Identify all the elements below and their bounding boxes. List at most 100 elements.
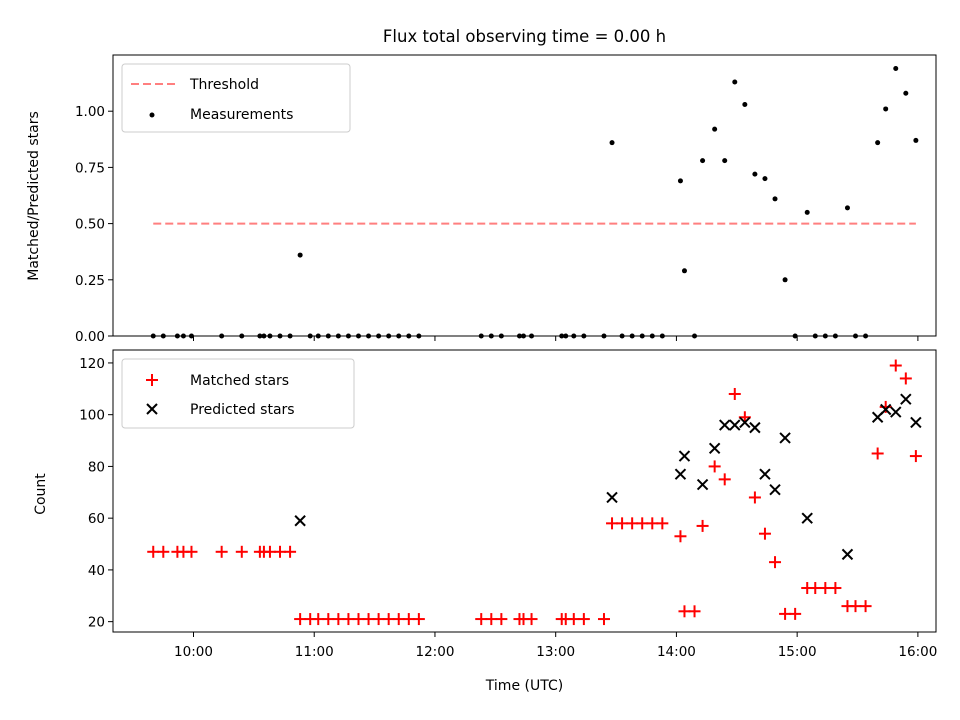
matched-star-point bbox=[909, 450, 922, 463]
bottom-y-tick-label: 120 bbox=[79, 356, 105, 372]
predicted-star-point bbox=[890, 406, 902, 418]
matched-star-point bbox=[626, 517, 639, 530]
matched-star-point bbox=[392, 613, 405, 626]
matched-star-point bbox=[809, 582, 822, 595]
predicted-star-point bbox=[678, 450, 691, 462]
top-y-axis-label: Matched/Predicted stars bbox=[26, 111, 42, 281]
top-y-tick-label: 0.50 bbox=[75, 217, 105, 233]
matched-star-point bbox=[402, 613, 415, 626]
measurement-point bbox=[804, 209, 810, 215]
predicted-star-point bbox=[900, 393, 912, 405]
predicted-star-point bbox=[769, 483, 781, 496]
bottom-y-tick-label: 80 bbox=[88, 459, 105, 475]
measurement-point bbox=[903, 90, 909, 96]
measurement-point bbox=[609, 140, 615, 146]
measurements-legend-swatch bbox=[149, 112, 155, 118]
predicted-star-point bbox=[294, 515, 306, 527]
matched-star-point bbox=[789, 607, 802, 620]
x-axis-label: Time (UTC) bbox=[485, 678, 563, 694]
top-legend: Threshold Measurements bbox=[121, 63, 351, 133]
matched-star-point bbox=[889, 359, 902, 372]
x-tick-label: 10:00 bbox=[174, 644, 213, 660]
measurement-point bbox=[752, 171, 758, 177]
x-tick-label: 13:00 bbox=[536, 644, 575, 660]
measurement-point bbox=[844, 205, 850, 211]
predicted-star-point bbox=[759, 468, 771, 480]
matched-star-point bbox=[362, 613, 375, 626]
matched-star-point bbox=[819, 582, 832, 595]
bottom-y-axis-label: Count bbox=[33, 473, 49, 515]
matched-star-point bbox=[157, 545, 170, 558]
matched-star-point bbox=[412, 613, 425, 626]
measurement-point bbox=[677, 178, 683, 184]
predicted-star-point bbox=[708, 442, 721, 455]
matched-star-point bbox=[263, 545, 276, 558]
measurement-point bbox=[913, 137, 919, 143]
matched-star-point bbox=[485, 613, 498, 626]
measurements-legend-label: Measurements bbox=[190, 107, 293, 123]
predicted-star-point bbox=[749, 421, 761, 434]
measurement-point bbox=[883, 106, 889, 112]
matched-star-point bbox=[636, 517, 649, 530]
bottom-legend-box bbox=[121, 358, 355, 429]
measurement-point bbox=[732, 79, 738, 85]
predicted-star-point bbox=[739, 416, 751, 429]
matched-star-point bbox=[616, 517, 629, 530]
bottom-y-tick-label: 60 bbox=[88, 511, 105, 527]
matched-star-point bbox=[849, 600, 862, 613]
matched-star-point bbox=[779, 607, 792, 620]
matched-star-point bbox=[859, 600, 872, 613]
matched-star-point bbox=[274, 545, 287, 558]
measurement-point bbox=[681, 268, 687, 274]
threshold-legend-label: Threshold bbox=[189, 77, 259, 93]
predicted-star-point bbox=[841, 548, 854, 561]
matched-star-point bbox=[577, 613, 590, 626]
predicted-star-point bbox=[696, 478, 709, 491]
matched-star-point bbox=[696, 519, 709, 532]
top-chart-title: Flux total observing time = 0.00 h bbox=[383, 27, 666, 46]
predicted-star-point bbox=[801, 512, 813, 524]
matched-star-point bbox=[748, 491, 761, 504]
measurement-point bbox=[297, 252, 303, 258]
top-y-tick-label: 0.00 bbox=[75, 329, 105, 345]
measurement-point bbox=[782, 277, 788, 283]
measurement-point bbox=[772, 196, 778, 202]
matched-star-point bbox=[322, 613, 335, 626]
top-y-tick-label: 0.75 bbox=[75, 160, 105, 176]
matched-star-point bbox=[235, 545, 248, 558]
top-legend-box bbox=[121, 63, 351, 133]
x-tick-label: 16:00 bbox=[898, 644, 937, 660]
top-y-tick-label: 0.25 bbox=[75, 273, 105, 289]
matched-star-point bbox=[475, 613, 488, 626]
measurement-point bbox=[700, 158, 706, 164]
matched-star-point bbox=[284, 545, 297, 558]
matched-star-point bbox=[718, 473, 731, 486]
matched-star-point bbox=[372, 613, 385, 626]
predicted-star-point bbox=[910, 416, 922, 429]
measurement-point bbox=[893, 65, 899, 71]
predicted-legend-swatch bbox=[146, 403, 158, 415]
predicted-legend-label: Predicted stars bbox=[190, 402, 295, 418]
matched-star-point bbox=[185, 545, 198, 558]
bottom-y-tick-label: 100 bbox=[79, 408, 105, 424]
matched-star-point bbox=[678, 605, 691, 618]
matched-star-point bbox=[656, 517, 669, 530]
matched-star-point bbox=[332, 613, 345, 626]
predicted-star-point bbox=[779, 432, 791, 444]
bottom-y-tick-label: 20 bbox=[88, 615, 105, 631]
predicted-star-point bbox=[606, 491, 618, 504]
matched-star-point bbox=[674, 530, 687, 543]
measurement-point bbox=[762, 176, 768, 182]
matched-star-point bbox=[646, 517, 659, 530]
matched-star-point bbox=[525, 613, 538, 626]
matched-star-point bbox=[567, 613, 580, 626]
measurement-point bbox=[712, 126, 718, 132]
bottom-axes-frame bbox=[112, 349, 937, 633]
matched-star-point bbox=[688, 605, 701, 618]
matched-star-point bbox=[708, 460, 721, 473]
bottom-plot-area bbox=[147, 359, 922, 626]
measurement-point bbox=[875, 140, 881, 146]
measurement-point bbox=[742, 101, 748, 107]
matched-star-point bbox=[597, 613, 610, 626]
